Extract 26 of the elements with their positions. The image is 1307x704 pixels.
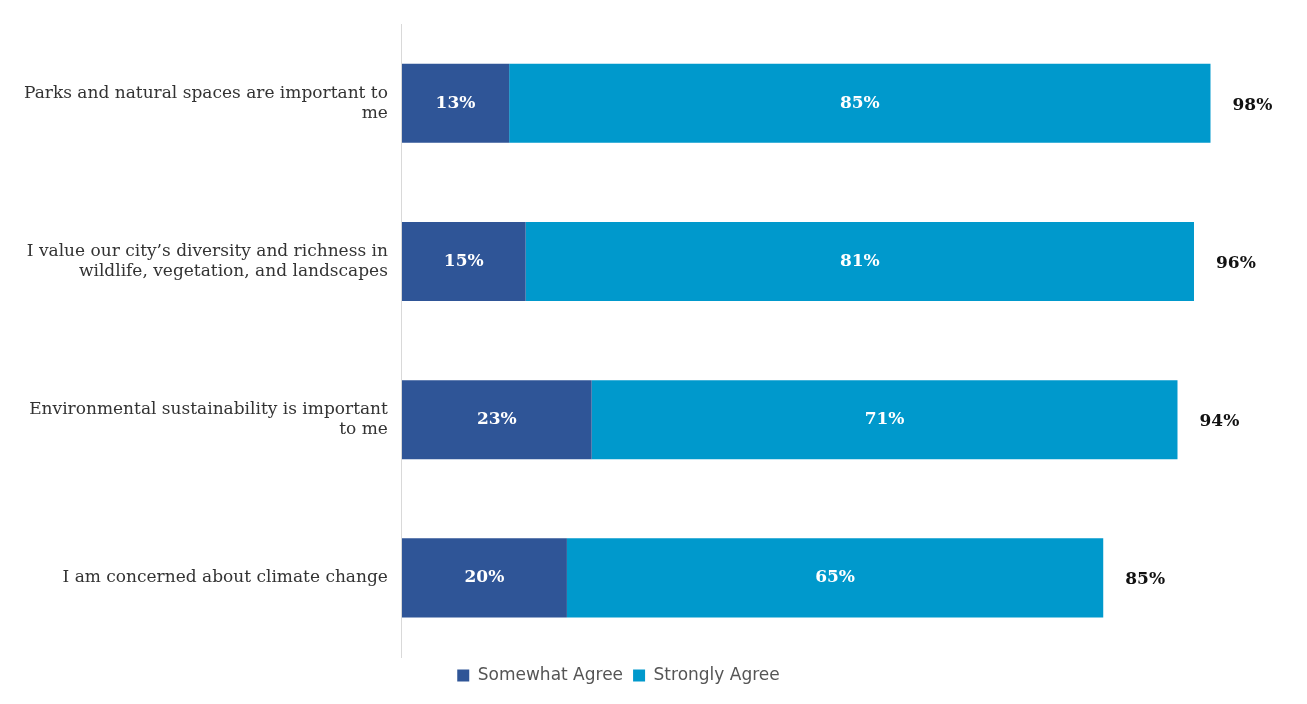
- bar: [509, 63, 1211, 143]
- y-tick-label: Environmental sustainability is important to me: [29, 397, 389, 439]
- y-tick-label: I value our city’s diversity and richness in wildlife, vegetation, and landscapes: [26, 239, 388, 281]
- bar: [401, 538, 567, 618]
- total-label: 96%: [1216, 251, 1256, 272]
- legend-label: Strongly Agree: [653, 663, 780, 684]
- data-label: 15%: [443, 249, 484, 270]
- y-tick-label: Parks and natural spaces are important to me: [23, 81, 388, 122]
- total-label: 85%: [1125, 568, 1166, 589]
- bar: [401, 221, 526, 302]
- data-label: 23%: [476, 408, 517, 429]
- bar: [525, 221, 1194, 302]
- data-label: 81%: [839, 249, 880, 270]
- data-label: 85%: [839, 91, 880, 112]
- data-label: 71%: [864, 408, 905, 429]
- data-label: 13%: [435, 91, 476, 112]
- bar: [401, 63, 510, 143]
- bar: [566, 538, 1104, 618]
- bar: [401, 380, 592, 460]
- y-tick-label: I am concerned about climate change: [62, 566, 388, 587]
- data-label: 65%: [815, 566, 855, 587]
- bar: [591, 380, 1178, 460]
- legend-label: Somewhat Agree: [477, 663, 624, 684]
- total-label: 94%: [1199, 410, 1240, 431]
- data-label: 20%: [464, 566, 505, 587]
- total-label: 98%: [1232, 93, 1273, 114]
